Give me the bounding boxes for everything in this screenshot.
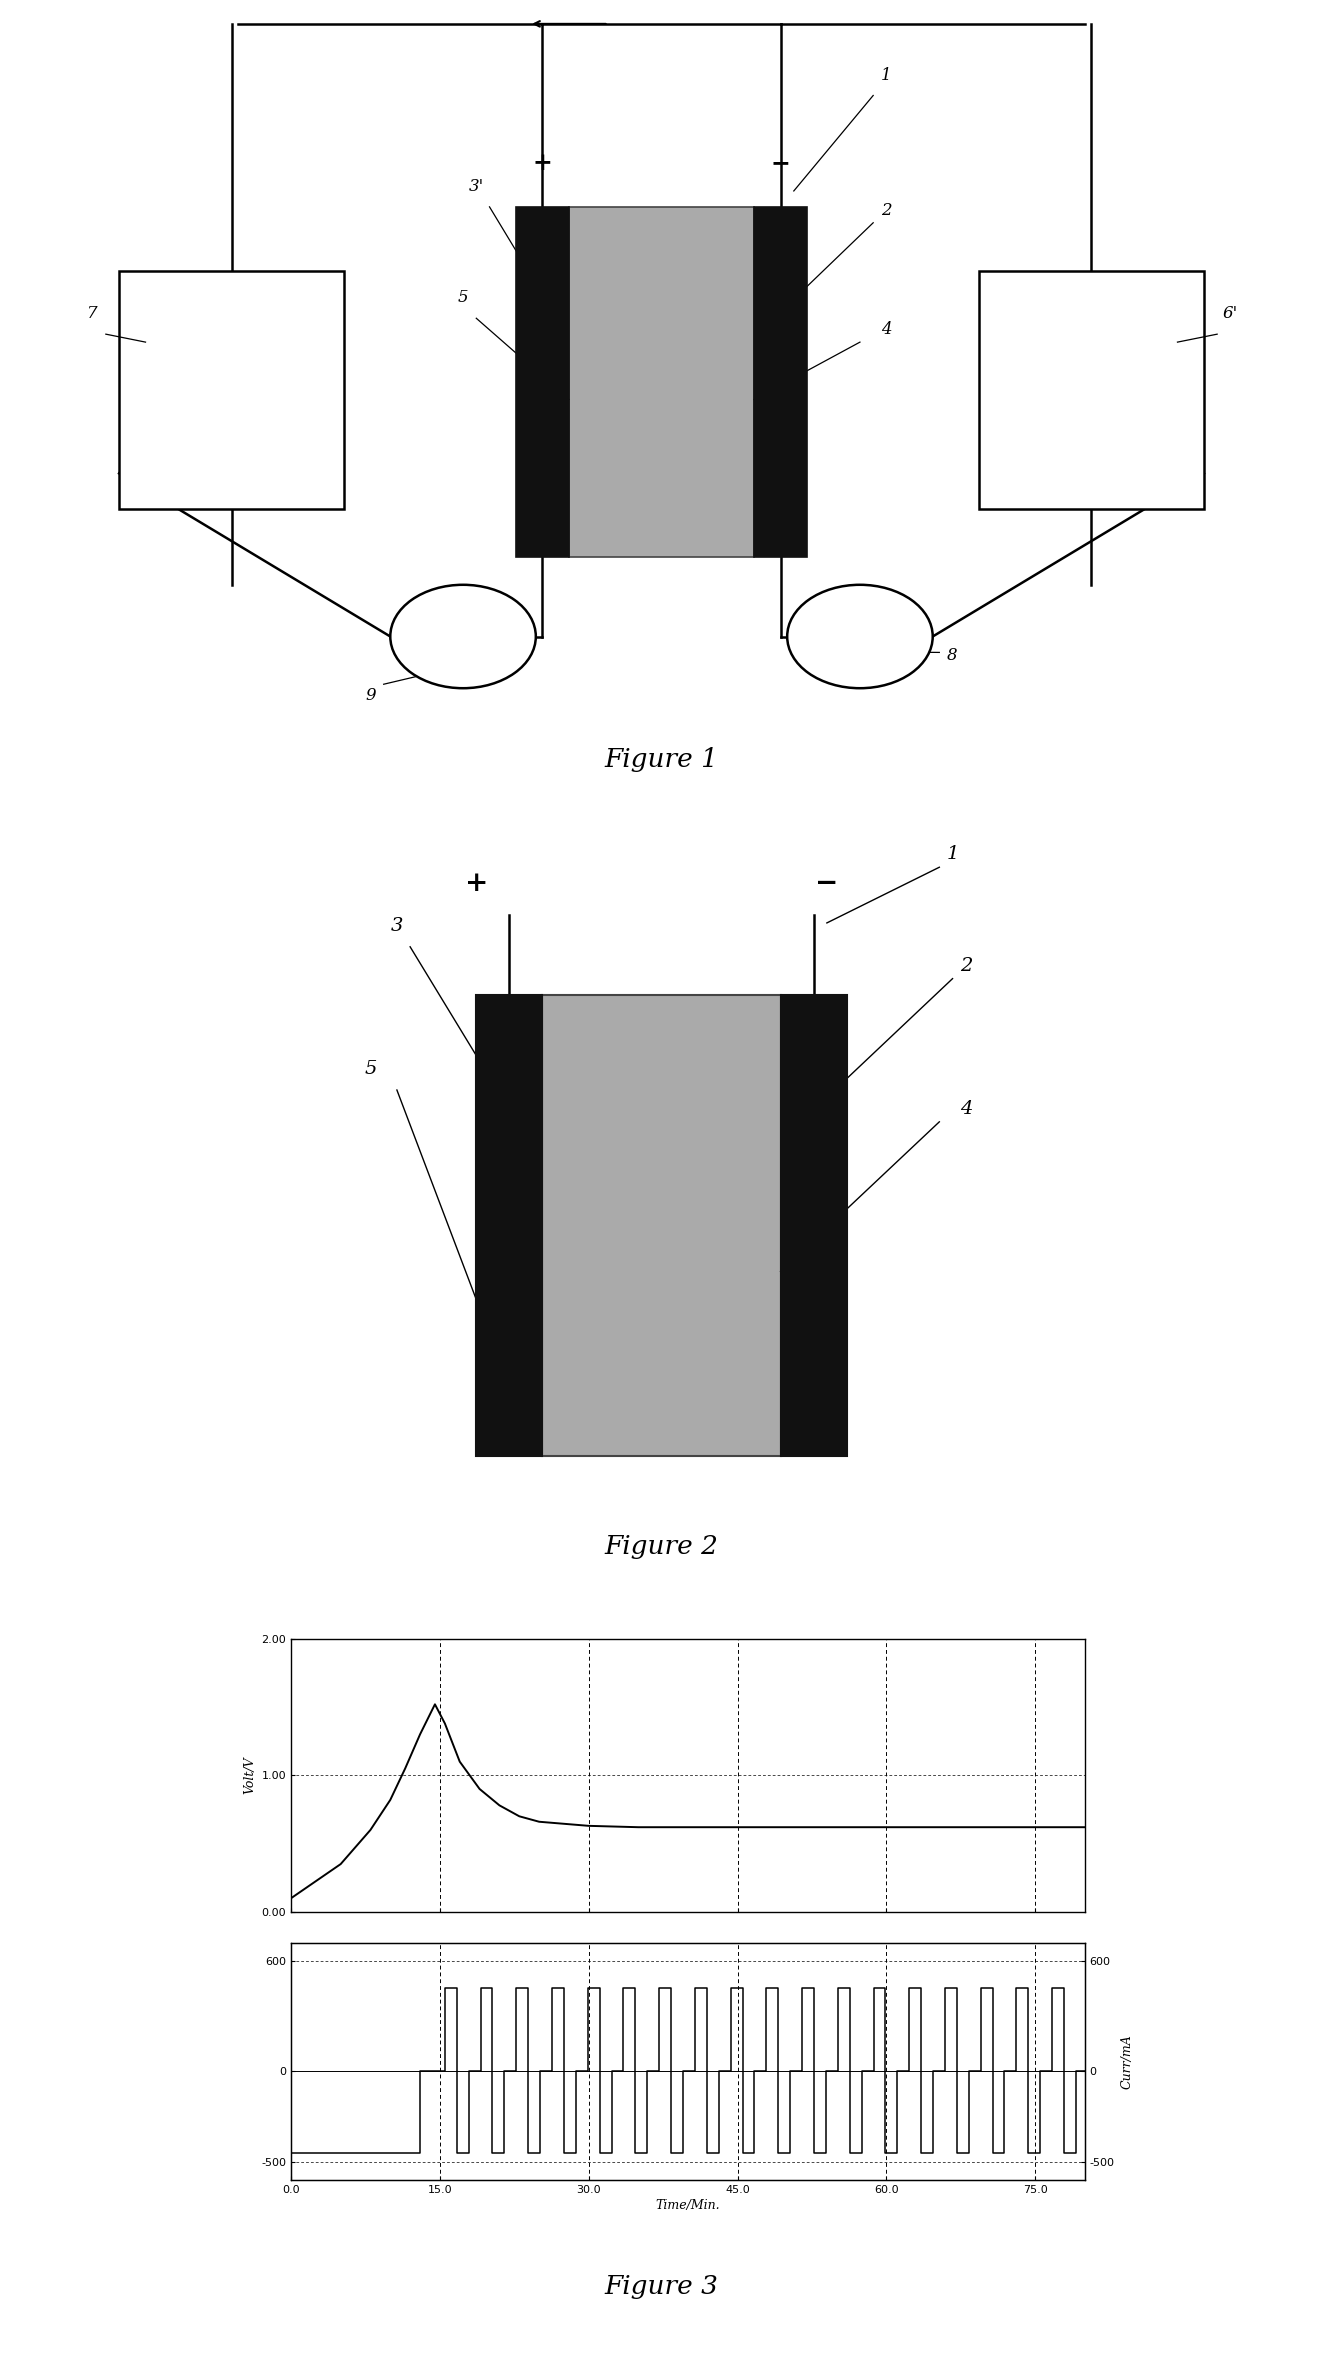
Text: 7: 7	[87, 306, 98, 323]
Y-axis label: Curr/mA: Curr/mA	[1121, 2033, 1134, 2090]
Bar	[516, 207, 569, 556]
Ellipse shape	[787, 584, 933, 689]
Text: 5: 5	[458, 290, 468, 306]
Text: −: −	[815, 869, 839, 898]
Text: 4: 4	[881, 321, 892, 337]
Text: 6': 6'	[1222, 306, 1238, 323]
Bar	[754, 207, 807, 556]
Text: 5: 5	[364, 1059, 377, 1078]
Bar	[569, 207, 754, 556]
Text: 2: 2	[881, 202, 892, 218]
Text: 8: 8	[947, 648, 958, 665]
Text: 1: 1	[946, 846, 959, 862]
Bar	[781, 995, 847, 1456]
Text: +: +	[533, 152, 552, 176]
Y-axis label: Volt/V: Volt/V	[243, 1758, 255, 1793]
Text: 3': 3'	[468, 178, 484, 195]
Ellipse shape	[390, 584, 536, 689]
Bar	[542, 995, 781, 1456]
Bar	[476, 995, 542, 1456]
Text: 2: 2	[959, 957, 972, 974]
X-axis label: Time/Min.: Time/Min.	[656, 2199, 720, 2211]
Text: Figure 2: Figure 2	[605, 1534, 718, 1560]
Text: 1: 1	[881, 66, 892, 83]
Text: 9: 9	[365, 686, 376, 703]
Text: 4: 4	[959, 1100, 972, 1119]
Text: Figure 3: Figure 3	[605, 2273, 718, 2299]
Bar	[119, 271, 344, 508]
Text: Figure 1: Figure 1	[605, 746, 718, 772]
Text: +: +	[464, 869, 488, 898]
Bar	[979, 271, 1204, 508]
Text: 3: 3	[390, 917, 404, 936]
Text: −: −	[771, 152, 790, 176]
